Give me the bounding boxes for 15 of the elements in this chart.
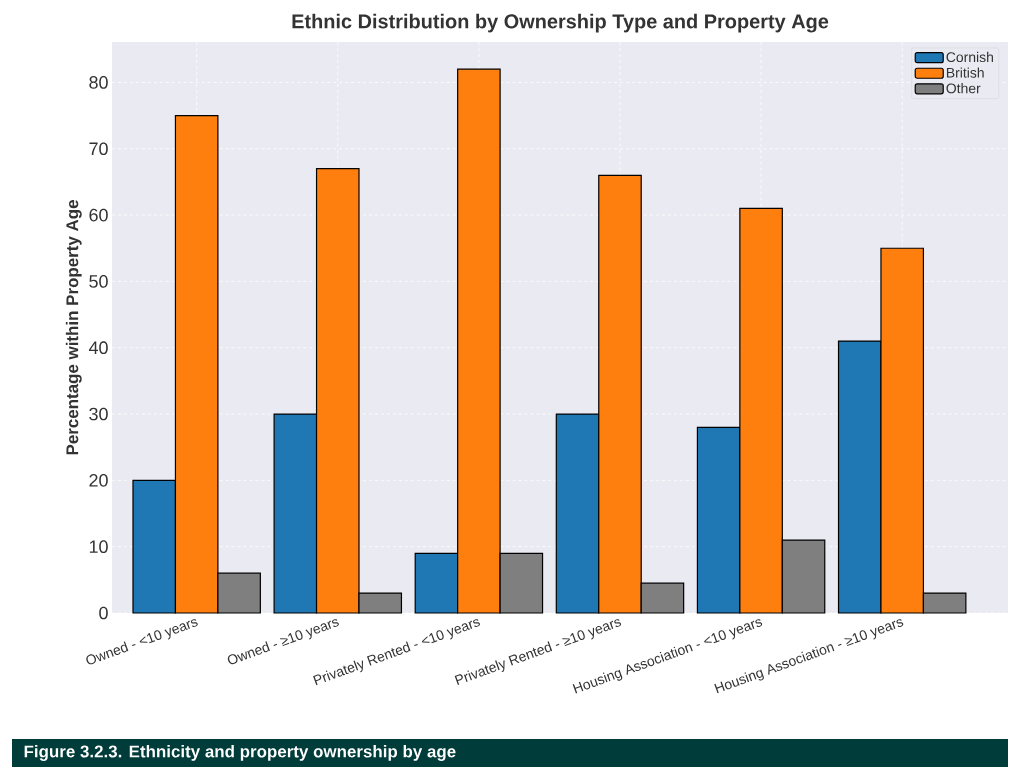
- y-tick-label: 80: [89, 76, 108, 89]
- y-tick-label: 10: [89, 540, 108, 554]
- y-tick-label: 50: [89, 275, 108, 288]
- legend-label: Cornish: [946, 51, 993, 63]
- legend-label: Other: [946, 83, 981, 94]
- y-tick-label: 40: [88, 341, 108, 355]
- y-tick-label: 0: [99, 606, 108, 620]
- y-tick-label: 60: [89, 208, 108, 222]
- legend-label: British: [946, 67, 984, 78]
- caption: Figure 3.2.3. Ethnicity and property ownership by age: [24, 745, 456, 761]
- chart-title: Ethnic Distribution by Ownership Type and Property Age: [292, 13, 829, 33]
- y-tick-label: 20: [89, 473, 108, 487]
- y-axis-title: Percentage within Property Age: [65, 200, 82, 455]
- y-tick-label: 30: [89, 407, 108, 421]
- y-tick-label: 70: [89, 142, 108, 156]
